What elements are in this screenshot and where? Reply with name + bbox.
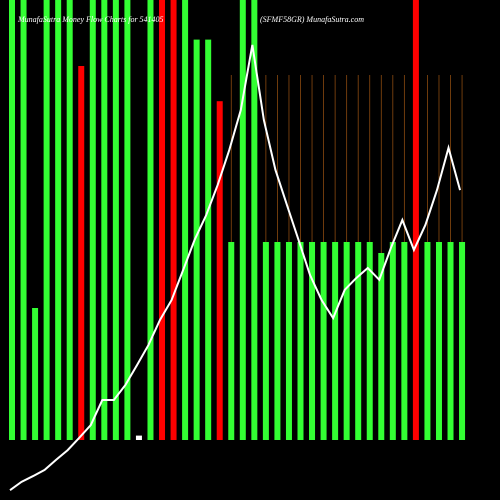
bar bbox=[216, 101, 223, 440]
bar bbox=[309, 242, 316, 440]
bar bbox=[239, 0, 246, 440]
bar bbox=[447, 242, 454, 440]
chart-subtitle: (SFMF58GR) MunafaSutra.com bbox=[260, 15, 364, 24]
bar bbox=[378, 253, 385, 440]
bar bbox=[78, 66, 85, 440]
bar bbox=[66, 0, 73, 440]
bar bbox=[435, 242, 442, 440]
bar bbox=[101, 0, 108, 440]
bars bbox=[9, 0, 466, 440]
bar bbox=[124, 0, 131, 440]
bar bbox=[89, 0, 96, 440]
bar bbox=[459, 242, 466, 440]
bar bbox=[20, 0, 27, 440]
bar bbox=[297, 242, 304, 440]
bar bbox=[43, 0, 50, 440]
bar bbox=[332, 242, 339, 440]
bar bbox=[32, 308, 39, 440]
bar bbox=[389, 242, 396, 440]
bar bbox=[9, 0, 15, 440]
chart-title: MunafaSutra Money Flow Charts for 541405 bbox=[17, 15, 164, 24]
bar bbox=[343, 242, 350, 440]
bar bbox=[285, 242, 292, 440]
bar bbox=[205, 39, 212, 440]
bar bbox=[401, 242, 408, 440]
bar bbox=[366, 242, 373, 440]
bar bbox=[274, 242, 281, 440]
bar bbox=[320, 242, 327, 440]
bar bbox=[193, 39, 200, 440]
bar bbox=[412, 0, 419, 440]
bar bbox=[112, 0, 119, 440]
bar bbox=[55, 0, 62, 440]
bar bbox=[182, 0, 189, 440]
bar bbox=[170, 0, 177, 440]
bar bbox=[135, 435, 142, 440]
bar bbox=[355, 242, 362, 440]
bar bbox=[251, 0, 258, 440]
flow-line bbox=[9, 44, 462, 491]
bar bbox=[424, 242, 431, 440]
bar bbox=[159, 0, 166, 440]
bar bbox=[262, 242, 269, 440]
bar bbox=[147, 0, 154, 440]
bar bbox=[228, 242, 235, 440]
